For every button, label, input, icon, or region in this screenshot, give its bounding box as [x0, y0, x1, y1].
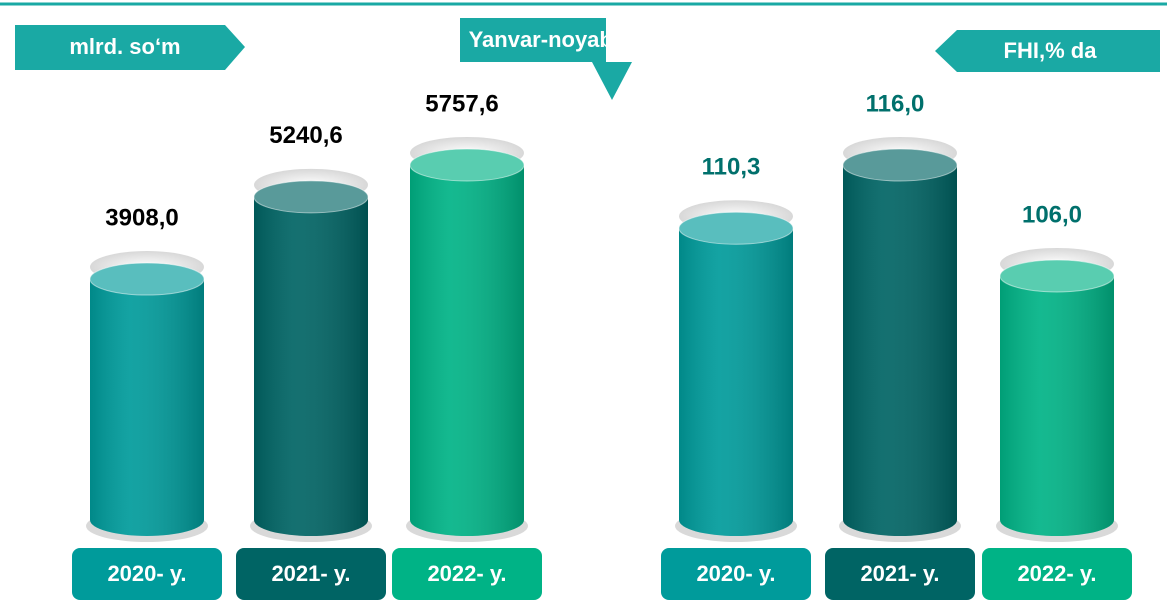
- x-tick-label: 2022- y.: [427, 561, 506, 586]
- cylinder-top-light: [679, 212, 793, 245]
- category-badge: [661, 548, 811, 600]
- cylinder-top: [89, 262, 205, 296]
- x-tick-label: 2022- y.: [1017, 561, 1096, 586]
- value-label: 5757,6: [425, 90, 498, 117]
- cylinder-top: [253, 180, 369, 214]
- cylinder-shade: [843, 165, 957, 536]
- value-label: 106,0: [1022, 201, 1082, 228]
- x-tick-label: 2020- y.: [107, 561, 186, 586]
- cylinder-top-light: [843, 149, 957, 181]
- cylinder-top: [409, 148, 525, 182]
- x-tick-label: 2021- y.: [271, 561, 350, 586]
- cylinder-shade: [1000, 275, 1114, 536]
- cylinder-top: [842, 148, 958, 182]
- cylinder-top-light: [90, 263, 204, 296]
- period-title: Yanvar-noyabr: [469, 27, 622, 52]
- period-badge: [460, 18, 632, 100]
- category-badge: [825, 548, 975, 600]
- value-label: 110,3: [702, 154, 761, 181]
- unit-badge: [15, 25, 245, 70]
- cylinder-shade: [679, 228, 793, 536]
- category-badge: [236, 548, 386, 600]
- cylinder-top: [678, 211, 794, 245]
- category-badge: [392, 548, 542, 600]
- value-label: 116,0: [866, 90, 925, 117]
- cylinder-top-light: [1000, 259, 1114, 292]
- unit-badge: [935, 30, 1160, 72]
- cylinder-top: [999, 259, 1115, 293]
- cylinder-shade: [254, 196, 368, 536]
- category-badge: [982, 548, 1132, 600]
- value-label: 5240,6: [269, 122, 342, 149]
- right-title: FHI,% da: [1004, 38, 1098, 63]
- cylinder-shade: [410, 165, 524, 536]
- category-badge: [72, 548, 222, 600]
- cylinder-top-light: [410, 149, 524, 181]
- x-tick-label: 2020- y.: [696, 561, 775, 586]
- cylinder-shade: [90, 279, 204, 536]
- x-tick-label: 2021- y.: [860, 561, 939, 586]
- value-label: 3908,0: [105, 204, 178, 231]
- left-title: mlrd. so‘m: [69, 34, 180, 59]
- cylinder-top-light: [254, 180, 368, 213]
